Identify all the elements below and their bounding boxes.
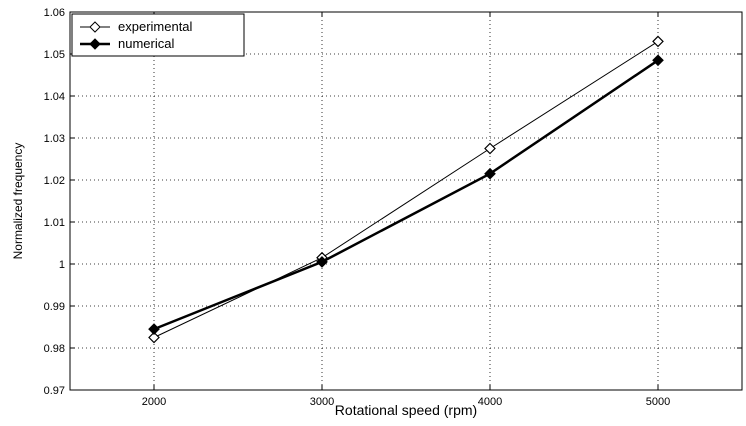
y-tick-label: 0.98: [44, 343, 65, 355]
legend-marker-numerical: [89, 38, 101, 50]
y-tick-label: 1.03: [44, 133, 65, 145]
legend-box: [71, 13, 245, 57]
legend-entry-numerical: numerical: [80, 36, 174, 51]
y-tick-label: 1.06: [44, 7, 65, 19]
axis-ticks: 0.97 0.98 0.99 1 1.01 1.02 1.03 1.04 1.05 1.06 200…: [44, 7, 742, 408]
series-line-experimental: [153, 40, 659, 338]
grid: [70, 12, 742, 390]
plot-area-frame: [69, 11, 743, 391]
data-point-numerical: [652, 54, 664, 67]
series-numerical: [148, 54, 664, 335]
legend-marker-experimental: [89, 21, 101, 33]
data-point-numerical: [148, 323, 160, 335]
x-tick-label: 2000: [142, 396, 166, 408]
x-tick-label: 3000: [310, 396, 334, 408]
legend-entry-experimental: experimental: [80, 19, 193, 34]
data-point-experimental: [148, 331, 160, 344]
x-tick-label: 5000: [646, 396, 670, 408]
legend-label-numerical: numerical: [118, 36, 174, 51]
y-tick-label: 1.04: [44, 91, 65, 103]
data-point-numerical: [316, 256, 328, 268]
x-tick-label: 4000: [478, 396, 502, 408]
series-experimental: [148, 35, 664, 344]
y-tick-label: 1.01: [44, 217, 65, 229]
data-point-experimental: [484, 142, 496, 155]
legend: experimental numerical: [71, 13, 245, 57]
y-tick-label: 1: [59, 259, 65, 271]
x-axis-label: Rotational speed (rpm): [335, 402, 477, 418]
data-point-numerical: [484, 167, 496, 180]
series-group: [148, 35, 664, 344]
series-line-numerical: [153, 59, 659, 331]
y-axis-label: Normalized frequency: [11, 143, 25, 260]
y-tick-label: 1.02: [44, 175, 65, 187]
y-tick-label: 0.97: [44, 385, 65, 397]
legend-label-experimental: experimental: [118, 19, 193, 34]
y-tick-label: 1.05: [44, 49, 65, 61]
y-tick-label: 0.99: [44, 301, 65, 313]
data-point-experimental: [652, 35, 664, 48]
